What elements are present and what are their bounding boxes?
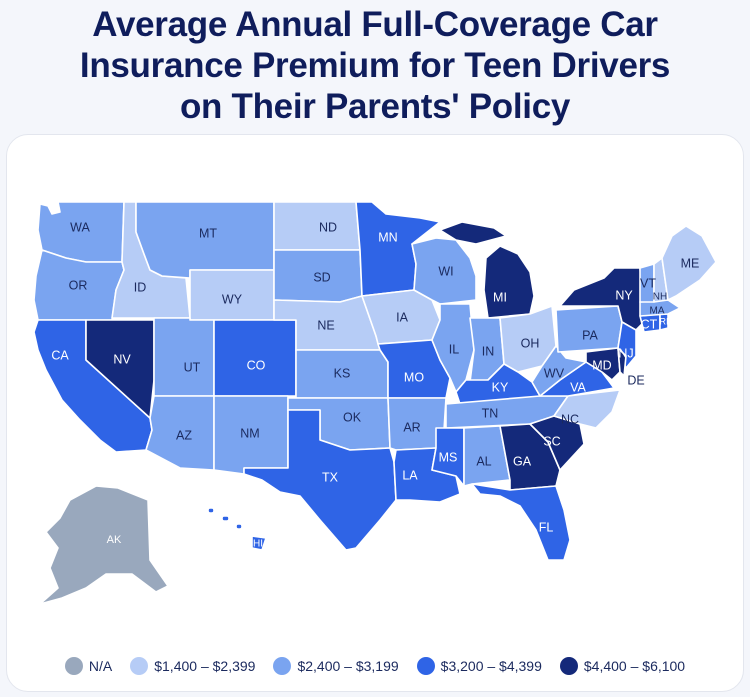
legend-label-na: N/A — [88, 658, 113, 674]
label-co: CO — [247, 358, 266, 372]
label-fl: FL — [539, 520, 554, 534]
state-tx[interactable] — [243, 409, 397, 551]
label-ma: MA — [650, 306, 665, 317]
label-ny: NY — [615, 288, 633, 302]
label-az: AZ — [176, 428, 192, 442]
state-nd[interactable] — [273, 201, 361, 251]
label-ok: OK — [343, 410, 362, 424]
label-ct: CT — [641, 317, 658, 331]
legend-swatch-tier4 — [559, 657, 578, 675]
label-wi: WI — [438, 264, 453, 278]
label-nh: NH — [653, 292, 667, 303]
legend-item-tier3: $3,200 – $4,399 — [416, 657, 542, 675]
legend-item-na: N/A — [64, 657, 113, 675]
state-ak[interactable] — [39, 485, 169, 605]
legend: N/A $1,400 – $2,399 $2,400 – $3,199 $3,2… — [0, 657, 750, 675]
label-mi: MI — [493, 290, 507, 304]
legend-swatch-tier1 — [130, 657, 149, 675]
label-nc: NC — [561, 412, 579, 426]
state-ut[interactable] — [153, 317, 215, 397]
state-me[interactable] — [661, 225, 717, 301]
label-or: OR — [69, 278, 88, 292]
label-nv: NV — [113, 352, 131, 366]
label-ga: GA — [513, 454, 532, 468]
legend-label-tier1: $1,400 – $2,399 — [154, 658, 256, 674]
state-al[interactable] — [463, 425, 511, 487]
label-ks: KS — [334, 366, 351, 380]
state-labels: WA OR CA NV ID MT WY UT AZ CO NM ND SD N… — [51, 220, 699, 549]
legend-label-tier4: $4,400 – $6,100 — [583, 658, 686, 674]
state-wv[interactable] — [531, 345, 587, 397]
legend-swatch-na — [64, 657, 83, 675]
label-ri: RI — [660, 316, 669, 326]
label-ms: MS — [439, 450, 458, 464]
label-me: ME — [681, 256, 700, 270]
label-de: DE — [627, 373, 644, 387]
title-line-2: Insurance Premium for Teen Drivers — [79, 46, 671, 85]
legend-swatch-tier2 — [273, 657, 292, 675]
label-ca: CA — [51, 348, 69, 362]
label-ut: UT — [184, 360, 201, 374]
label-mn: MN — [378, 230, 397, 244]
label-pa: PA — [582, 328, 598, 342]
label-vt: VT — [640, 276, 656, 290]
label-la: LA — [402, 468, 418, 482]
label-tn: TN — [482, 406, 499, 420]
legend-label-tier2: $2,400 – $3,199 — [297, 658, 399, 674]
label-oh: OH — [521, 336, 540, 350]
label-in: IN — [482, 344, 495, 358]
legend-item-tier1: $1,400 – $2,399 — [130, 657, 255, 675]
label-ne: NE — [317, 318, 334, 332]
label-nj: NJ — [618, 346, 633, 360]
label-va: VA — [570, 380, 586, 394]
state-nv[interactable] — [85, 319, 155, 419]
label-sd: SD — [313, 270, 330, 284]
label-md: MD — [592, 358, 611, 372]
label-mt: MT — [199, 226, 217, 240]
label-nd: ND — [319, 220, 337, 234]
legend-item-tier2: $2,400 – $3,199 — [273, 657, 399, 675]
label-hi: HI — [253, 539, 263, 550]
state-de[interactable] — [617, 347, 627, 377]
label-id: ID — [134, 280, 147, 294]
label-wy: WY — [222, 292, 243, 306]
label-nm: NM — [240, 426, 259, 440]
label-ky: KY — [492, 380, 509, 394]
label-wa: WA — [70, 220, 90, 234]
label-ia: IA — [396, 310, 408, 324]
label-ak: AK — [107, 534, 122, 546]
label-wv: WV — [544, 366, 565, 380]
label-il: IL — [449, 342, 459, 356]
label-al: AL — [476, 454, 491, 468]
label-tx: TX — [322, 470, 339, 484]
state-fl[interactable] — [471, 483, 571, 561]
legend-label-tier3: $3,200 – $4,399 — [440, 658, 542, 674]
state-wi[interactable] — [411, 237, 477, 305]
label-sc: SC — [543, 434, 560, 448]
label-mo: MO — [404, 370, 424, 384]
legend-item-tier4: $4,400 – $6,100 — [559, 657, 686, 675]
hi-island-3 — [235, 523, 243, 530]
hi-island-2 — [221, 515, 230, 522]
legend-swatch-tier3 — [416, 657, 435, 675]
label-ar: AR — [403, 420, 420, 434]
title-line-3: on Their Parents' Policy — [179, 87, 571, 126]
title-line-1: Average Annual Full-Coverage Car — [92, 5, 658, 44]
state-mi[interactable] — [439, 221, 535, 319]
hi-island-1 — [207, 507, 215, 514]
map-title: Average Annual Full-Coverage Car Insuran… — [0, 4, 750, 127]
state-hi[interactable] — [251, 535, 267, 551]
